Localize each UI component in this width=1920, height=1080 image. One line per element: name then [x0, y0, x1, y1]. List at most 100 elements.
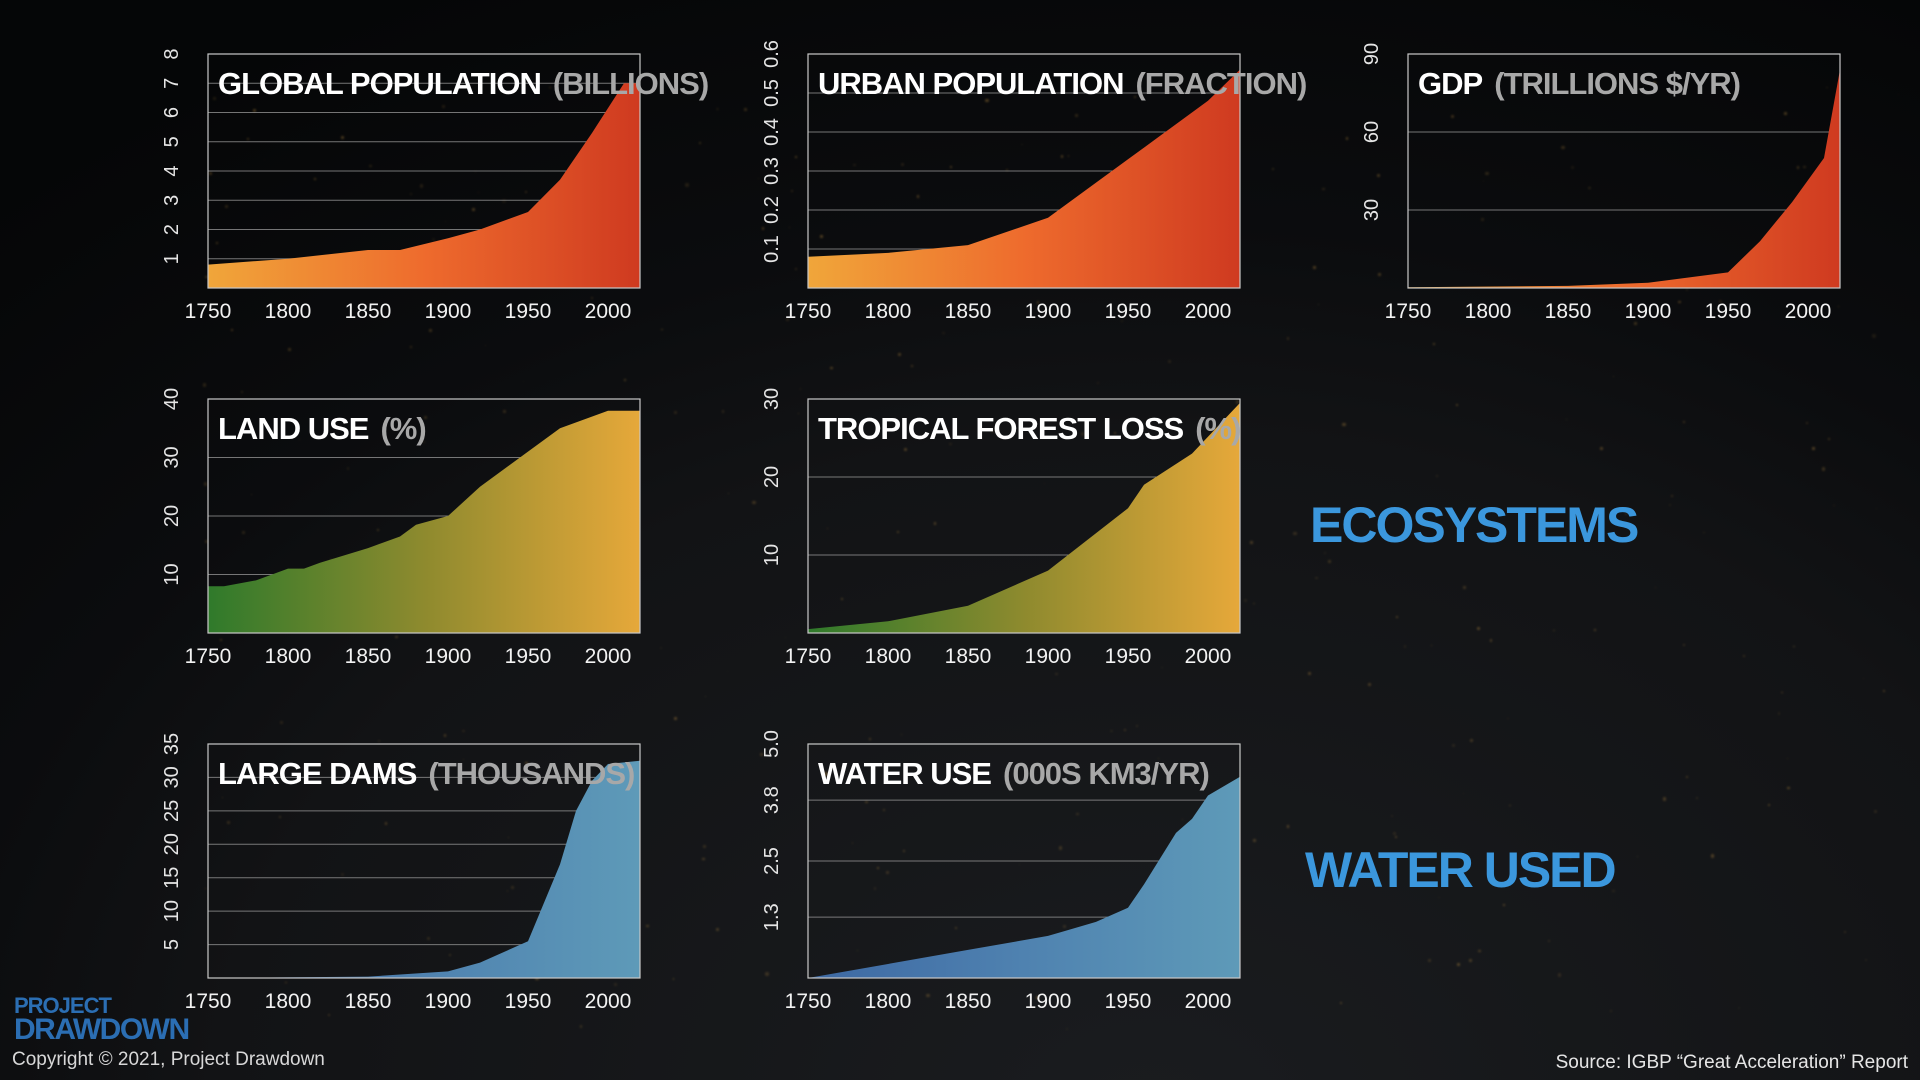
- city-light-dot: [851, 842, 854, 844]
- chart-title: URBAN POPULATION (FRACTION): [818, 66, 1306, 101]
- area-series: [1408, 69, 1840, 288]
- city-light-dot: [1697, 159, 1699, 161]
- city-light-dot: [376, 528, 380, 531]
- city-light-dot: [1065, 1028, 1068, 1030]
- city-light-dot: [856, 949, 859, 952]
- plot-frame: [807, 743, 1241, 979]
- city-light-dot: [788, 226, 790, 229]
- city-light-dot: [1394, 835, 1397, 839]
- y-tick-label: 20: [761, 466, 783, 488]
- city-light-dot: [1565, 418, 1567, 420]
- x-tick-label: 1900: [425, 300, 472, 323]
- x-tick-label: 1900: [1625, 300, 1672, 323]
- city-light-dot: [1478, 950, 1481, 953]
- chart-svg: 1750 1800 1850 1900 1950 2000 10 20 30 40 LAND USE…: [161, 388, 641, 668]
- x-tick-label: 1900: [425, 990, 472, 1013]
- city-light-dot: [1812, 310, 1815, 313]
- city-light-dot: [830, 366, 833, 370]
- x-tick-label: 1750: [785, 300, 832, 323]
- city-light-dot: [208, 172, 213, 176]
- city-light-dot: [1476, 627, 1480, 631]
- city-light-dot: [1825, 86, 1828, 89]
- city-light-dot: [777, 218, 779, 220]
- city-light-dot: [896, 531, 900, 534]
- city-light-dot: [1036, 995, 1040, 999]
- y-tick-label: 40: [161, 388, 183, 410]
- city-light-dot: [429, 329, 432, 332]
- x-tick-label: 1800: [265, 645, 312, 668]
- water-use-chart: 1750 1800 1850 1900 1950 2000 1.3 2.5 3.8 5.0 WATE…: [750, 728, 1250, 1028]
- city-light-dot: [1114, 431, 1117, 434]
- chart-title-main: GDP: [1418, 66, 1483, 101]
- chart-title: WATER USE (000S KM3/YR): [818, 756, 1209, 791]
- x-tick-label: 1800: [265, 300, 312, 323]
- city-light-dot: [1783, 112, 1787, 116]
- plot-frame: [807, 53, 1241, 289]
- city-light-dot: [346, 467, 350, 470]
- y-tick-label: 6: [161, 107, 183, 118]
- city-light-dot: [1063, 925, 1066, 928]
- city-light-dot: [1489, 639, 1492, 642]
- city-light-dot: [1060, 155, 1063, 158]
- city-light-dot: [378, 739, 380, 742]
- city-light-dot: [1832, 504, 1835, 507]
- city-light-dot: [288, 348, 291, 351]
- gdp-chart: 1750 1800 1850 1900 1950 2000 30 60 90 GDP (TRILLI…: [1350, 38, 1850, 338]
- y-tick-label: 0.3: [761, 157, 783, 185]
- y-tick-label: 25: [161, 800, 183, 822]
- area-series: [208, 410, 640, 633]
- city-light-dot: [506, 890, 509, 893]
- city-light-dot: [1863, 677, 1865, 679]
- city-light-dot: [1662, 797, 1666, 801]
- city-light-dot: [1367, 683, 1371, 687]
- city-light-dot: [503, 410, 507, 414]
- city-light-dot: [1703, 531, 1705, 534]
- city-light-dot: [224, 204, 228, 208]
- city-light-dot: [1787, 786, 1790, 790]
- chart-title-unit: (BILLIONS): [553, 66, 708, 101]
- city-light-dot: [900, 733, 902, 735]
- city-light-dot: [298, 439, 301, 441]
- city-light-dot: [1019, 863, 1021, 865]
- city-light-dot: [1345, 137, 1349, 141]
- city-light-dot: [1671, 495, 1673, 497]
- city-light-dot: [240, 390, 244, 394]
- city-light-dot: [314, 178, 317, 181]
- city-light-dot: [1827, 438, 1830, 441]
- city-light-dot: [502, 199, 506, 203]
- large-dams-chart: 1750 1800 1850 1900 1950 2000 5 10 15 20 25 30 35 LAR…: [150, 728, 650, 1028]
- city-light-dot: [1244, 598, 1248, 602]
- city-light-dot: [1124, 729, 1126, 731]
- city-light-dot: [579, 1025, 583, 1029]
- chart-title-unit: (000S KM3/YR): [1003, 756, 1209, 791]
- x-tick-label: 2000: [1185, 645, 1232, 668]
- city-light-dot: [1482, 180, 1485, 182]
- x-tick-label: 2000: [585, 990, 632, 1013]
- city-light-dot: [1074, 113, 1078, 118]
- city-light-dot: [955, 997, 957, 999]
- city-light-dot: [1302, 328, 1305, 331]
- city-light-dot: [1058, 846, 1062, 850]
- city-light-dot: [1067, 155, 1070, 158]
- area-series: [808, 402, 1240, 633]
- city-light-dot: [444, 221, 446, 223]
- city-light-dot: [424, 416, 428, 420]
- chart-title: LAND USE (%): [218, 411, 426, 446]
- city-light-dot: [1743, 655, 1745, 657]
- y-tick-label: 60: [1361, 121, 1383, 143]
- city-light-dot: [410, 346, 413, 349]
- city-light-dot: [472, 208, 476, 212]
- city-light-dot: [1121, 319, 1124, 322]
- chart-title-main: URBAN POPULATION: [818, 66, 1123, 101]
- city-light-dot: [882, 808, 886, 812]
- city-light-dot: [419, 184, 423, 188]
- city-light-dot: [795, 268, 797, 270]
- x-tick-label: 1850: [945, 645, 992, 668]
- city-light-dot: [549, 86, 551, 89]
- city-light-dot: [1432, 342, 1435, 345]
- y-tick-label: 5.0: [761, 730, 783, 758]
- city-light-dot: [204, 275, 208, 279]
- y-tick-label: 5: [161, 939, 183, 950]
- city-light-dot: [970, 806, 973, 809]
- city-light-dot: [484, 344, 486, 346]
